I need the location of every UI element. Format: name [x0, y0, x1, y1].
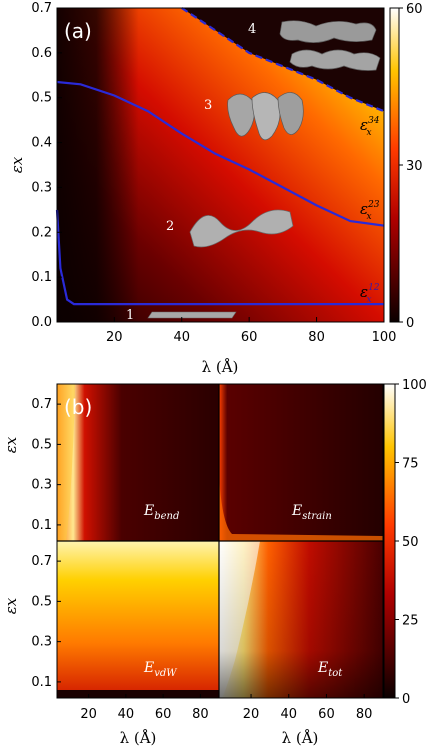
y-tick-label: 0.7 — [31, 554, 52, 569]
panel-b-xlabel-right: λ (Å) — [282, 729, 319, 747]
subplot-tot-shade — [219, 541, 383, 698]
x-tick-label: 20 — [243, 707, 260, 722]
colorbar-tick-label: 30 — [406, 159, 423, 174]
x-tick-label: 100 — [372, 330, 397, 345]
colorbar-tick-label: 0 — [402, 692, 410, 707]
colorbar-tick-label: 100 — [402, 378, 427, 393]
subplot-strain-band — [219, 476, 383, 541]
y-tick-label: 0.3 — [31, 478, 52, 493]
y-tick-label: 0.2 — [31, 225, 52, 240]
y-tick-label: 0.6 — [31, 46, 52, 61]
y-tick-label: 0.3 — [31, 635, 52, 650]
y-tick-label: 0.1 — [31, 270, 52, 285]
x-tick-label: 80 — [308, 330, 325, 345]
x-tick-label: 60 — [155, 707, 172, 722]
panel-b-xlabel-left: λ (Å) — [120, 729, 157, 747]
x-tick-label: 40 — [118, 707, 135, 722]
x-tick-label: 40 — [173, 330, 190, 345]
panel-a-colorbar — [389, 7, 400, 323]
colorbar-tick-label: 0 — [406, 316, 414, 331]
y-tick-label: 0.5 — [31, 594, 52, 609]
phase-4-ribbon — [279, 20, 381, 71]
phase-4-number: 4 — [248, 22, 256, 37]
panel-a-label: (a) — [64, 19, 92, 43]
panel-a-ylabel: εx — [8, 156, 26, 173]
y-tick-label: 0.5 — [31, 437, 52, 452]
panel-b-label: (b) — [64, 395, 92, 419]
y-tick-label: 0.1 — [31, 518, 52, 533]
x-tick-label: 80 — [192, 707, 209, 722]
panel-b: (b) Ebend Estrain EvdW Etot 0.10.30.50.7… — [2, 378, 427, 747]
phase-2-ribbon — [189, 209, 294, 248]
x-tick-label: 80 — [356, 707, 373, 722]
phase-2-number: 2 — [166, 219, 174, 234]
phase-1-number: 1 — [126, 308, 134, 323]
y-tick-label: 0.4 — [31, 136, 52, 151]
subplot-vdw-bottom-band — [57, 690, 219, 698]
x-tick-label: 40 — [280, 707, 297, 722]
y-tick-label: 0.3 — [31, 180, 52, 195]
subplot-strain-heatmap — [219, 384, 383, 541]
boundary-curve-0 — [55, 209, 384, 306]
colorbar-tick-label: 75 — [402, 457, 419, 472]
subplot-bend-edge — [57, 384, 75, 541]
panel-a: (a) 1 2 3 4 ε12 x ε23 x ε34 x 20 40 60 80 1000.… — [8, 1, 423, 376]
panel-b-colorbar — [383, 383, 396, 699]
x-tick-label: 60 — [241, 330, 258, 345]
panel-b-ylabel-top: εx — [2, 436, 20, 453]
boundary-curve-2 — [181, 7, 385, 113]
y-tick-label: 0.7 — [31, 1, 52, 16]
x-tick-label: 60 — [318, 707, 335, 722]
x-tick-label: 20 — [80, 707, 97, 722]
y-tick-label: 0.5 — [31, 91, 52, 106]
colorbar-tick-label: 50 — [402, 535, 419, 550]
subplot-vdw-heatmap — [57, 541, 219, 698]
colorbar-tick-label: 25 — [402, 614, 419, 629]
phase-3-number: 3 — [204, 98, 212, 113]
phase-1-ribbon — [147, 311, 237, 319]
y-tick-label: 0.7 — [31, 397, 52, 412]
panel-a-xlabel: λ (Å) — [202, 358, 239, 376]
boundary-curve-1 — [56, 80, 385, 227]
colorbar-tick-label: 60 — [406, 2, 423, 17]
y-tick-label: 0.0 — [31, 315, 52, 330]
y-tick-label: 0.1 — [31, 675, 52, 690]
phase-3-ribbon — [227, 92, 304, 141]
subplot-bend-heatmap — [57, 384, 219, 541]
x-tick-label: 20 — [106, 330, 123, 345]
panel-b-ylabel-bottom: εx — [2, 597, 20, 614]
panel-a-frame — [56, 7, 385, 323]
